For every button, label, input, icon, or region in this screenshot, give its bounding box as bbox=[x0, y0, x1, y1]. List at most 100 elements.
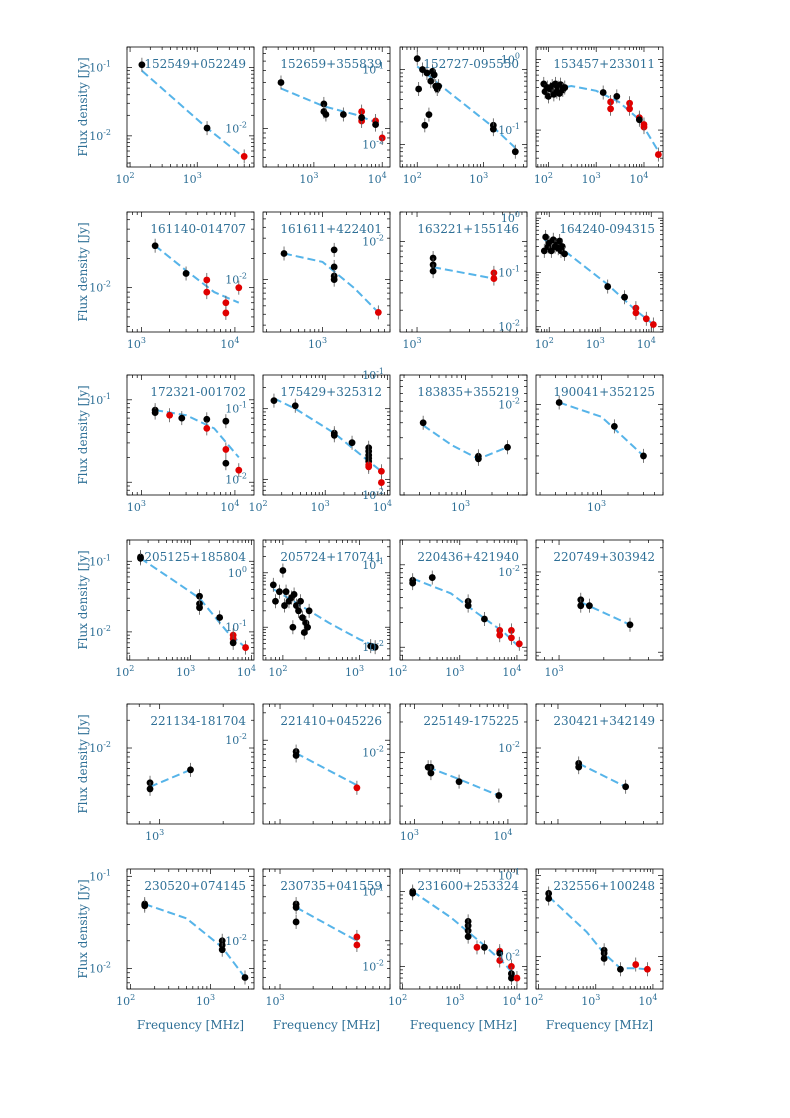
data-point bbox=[464, 602, 472, 609]
data-point bbox=[427, 77, 435, 85]
data-point bbox=[495, 792, 503, 799]
fit-line bbox=[427, 766, 500, 797]
data-point bbox=[378, 134, 386, 142]
x-tick-label: 104 bbox=[220, 336, 239, 351]
y-tick-label: 10-2 bbox=[89, 624, 111, 639]
data-point bbox=[577, 602, 585, 610]
source-name: 161140-014707 bbox=[150, 222, 246, 236]
data-point bbox=[643, 965, 651, 973]
data-point bbox=[281, 602, 288, 609]
data-point bbox=[178, 414, 186, 422]
data-point bbox=[617, 965, 624, 973]
data-point bbox=[489, 125, 497, 133]
x-tick-label: 103 bbox=[445, 664, 464, 679]
y-tick-label: 10-2 bbox=[89, 128, 111, 143]
source-name: 220436+421940 bbox=[417, 550, 519, 564]
x-axis-title: Frequency [MHz] bbox=[546, 1018, 653, 1032]
panel-221410+045226: 10-2 221410+045226 bbox=[225, 703, 391, 825]
data-point bbox=[353, 941, 361, 949]
x-tick-label: 103 bbox=[581, 993, 600, 1008]
y-tick-label: 10-2 bbox=[498, 319, 520, 334]
source-name: 231600+253324 bbox=[417, 879, 519, 893]
data-point bbox=[300, 629, 308, 636]
fit-line bbox=[283, 252, 380, 314]
data-point bbox=[504, 443, 511, 451]
y-tick-label: 10-2 bbox=[362, 487, 384, 502]
y-tick-label: 10-2 bbox=[89, 740, 111, 755]
data-point bbox=[330, 276, 338, 284]
data-layer bbox=[280, 242, 382, 320]
data-point bbox=[339, 111, 347, 118]
data-layer bbox=[137, 549, 249, 655]
x-tick-label: 103 bbox=[345, 664, 364, 679]
data-point bbox=[291, 402, 299, 410]
data-point bbox=[353, 933, 361, 941]
data-point bbox=[137, 554, 144, 562]
data-point bbox=[496, 949, 504, 957]
x-tick-label: 104 bbox=[493, 828, 512, 843]
data-point bbox=[269, 581, 277, 589]
data-point bbox=[203, 424, 211, 432]
source-name: 152659+355839 bbox=[280, 57, 382, 71]
data-point bbox=[240, 153, 248, 160]
data-point bbox=[413, 55, 421, 63]
data-point bbox=[415, 85, 423, 93]
y-tick-label: 10-1 bbox=[225, 401, 247, 416]
data-point bbox=[474, 455, 482, 463]
x-tick-label: 102 bbox=[115, 664, 134, 679]
panel-152549+052249: 102 103 10-2 10-1 152549+052249 Flux density … bbox=[76, 46, 255, 186]
x-tick-label: 103 bbox=[145, 828, 164, 843]
fit-line bbox=[412, 577, 520, 648]
data-point bbox=[218, 946, 226, 954]
data-layer bbox=[270, 393, 385, 490]
source-name: 205125+185804 bbox=[144, 550, 246, 564]
x-tick-label: 102 bbox=[388, 664, 407, 679]
data-point bbox=[377, 479, 385, 486]
fit-line bbox=[412, 890, 518, 979]
data-point bbox=[632, 961, 640, 968]
data-point bbox=[292, 904, 300, 911]
data-point bbox=[196, 604, 203, 612]
panel-183835+355219: 103 10-2 10-1 183835+355219 bbox=[362, 367, 528, 514]
data-point bbox=[365, 463, 373, 471]
data-point bbox=[151, 409, 159, 416]
x-tick-label: 102 bbox=[116, 171, 135, 186]
x-tick-label: 103 bbox=[445, 993, 464, 1008]
data-point bbox=[146, 785, 154, 793]
panel-163221+155146: 103 10-2 163221+155146 bbox=[362, 211, 528, 351]
x-tick-label: 102 bbox=[268, 664, 287, 679]
data-point bbox=[222, 309, 230, 317]
panel-205125+185804: 102 103 104 10-2 10-1 205125+185804 Flux densi… bbox=[76, 539, 256, 679]
data-point bbox=[561, 84, 569, 91]
data-point bbox=[649, 321, 657, 328]
x-tick-label: 103 bbox=[196, 993, 215, 1008]
panel-225149-175225: 103 104 10-2 225149-175225 bbox=[362, 703, 528, 843]
panel-161140-014707: 103 104 10-2 161140-014707 Flux density [Jy] bbox=[76, 211, 255, 351]
data-point bbox=[419, 419, 427, 427]
panel-230735+041559: 103 10-2 230735+041559 Frequency [MHz] bbox=[225, 868, 391, 1032]
data-point bbox=[295, 607, 302, 615]
panel-frame bbox=[535, 539, 664, 661]
x-tick-label: 103 bbox=[469, 171, 488, 186]
y-tick-label: 10-1 bbox=[89, 553, 111, 568]
data-point bbox=[353, 784, 361, 792]
data-point bbox=[279, 567, 287, 574]
panel-220436+421940: 102 103 104 10-2 10-1 220436+421940 bbox=[362, 539, 528, 679]
fit-line bbox=[295, 906, 358, 942]
data-point bbox=[222, 417, 230, 425]
data-point bbox=[166, 411, 174, 419]
data-point bbox=[275, 588, 283, 596]
x-tick-label: 103 bbox=[308, 336, 327, 351]
data-point bbox=[358, 114, 366, 121]
fit-line bbox=[580, 601, 631, 626]
data-point bbox=[435, 82, 443, 90]
panel-230520+074145: 102 103 10-2 10-1 230520+074145 Flux density … bbox=[76, 868, 255, 1032]
y-tick-label: 10-2 bbox=[498, 949, 520, 964]
y-tick-label: 100 bbox=[501, 51, 520, 66]
data-layer bbox=[540, 76, 662, 162]
data-point bbox=[292, 752, 300, 759]
fit-line bbox=[558, 401, 645, 457]
source-name: 232556+100248 bbox=[553, 879, 655, 893]
